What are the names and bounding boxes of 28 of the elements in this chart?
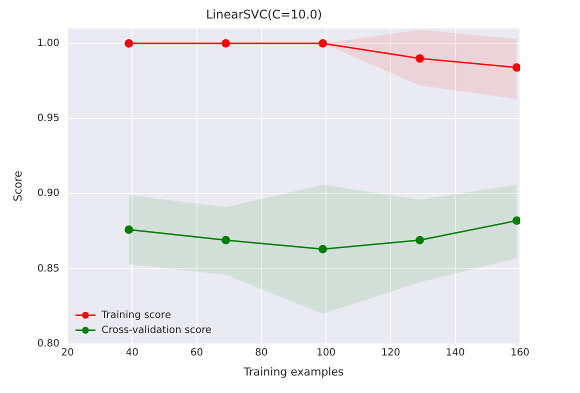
point	[512, 63, 520, 72]
y-tick-label: 0.90	[37, 188, 60, 200]
point	[318, 244, 328, 254]
point	[124, 39, 134, 48]
legend-label: Training score	[100, 310, 171, 321]
x-tick-label: 120	[381, 347, 400, 358]
point	[416, 236, 424, 244]
point	[416, 54, 424, 63]
point	[222, 39, 230, 48]
point	[222, 236, 230, 244]
y-tick-label: 0.95	[37, 113, 60, 124]
point	[318, 39, 328, 48]
x-axis-title: Training examples	[242, 365, 344, 378]
x-tick-label: 160	[510, 347, 530, 358]
y-tick-label: 0.85	[37, 263, 60, 274]
point	[124, 225, 134, 234]
legend-label: Cross-validation score	[101, 324, 212, 336]
x-tick-label: 40	[126, 347, 138, 358]
x-tick-label: 100	[316, 347, 336, 358]
x-tick-label: 80	[255, 347, 268, 358]
x-tick-label: 140	[446, 347, 465, 358]
chart-title: LinearSVC(C=10.0)	[206, 7, 322, 22]
x-tick-label: 20	[61, 347, 74, 358]
x-tick-label: 60	[190, 347, 204, 358]
y-tick-label: 1.00	[37, 38, 60, 50]
point	[512, 216, 520, 225]
y-tick-label: 0.80	[37, 338, 60, 350]
y-axis-title: Score	[11, 170, 24, 202]
